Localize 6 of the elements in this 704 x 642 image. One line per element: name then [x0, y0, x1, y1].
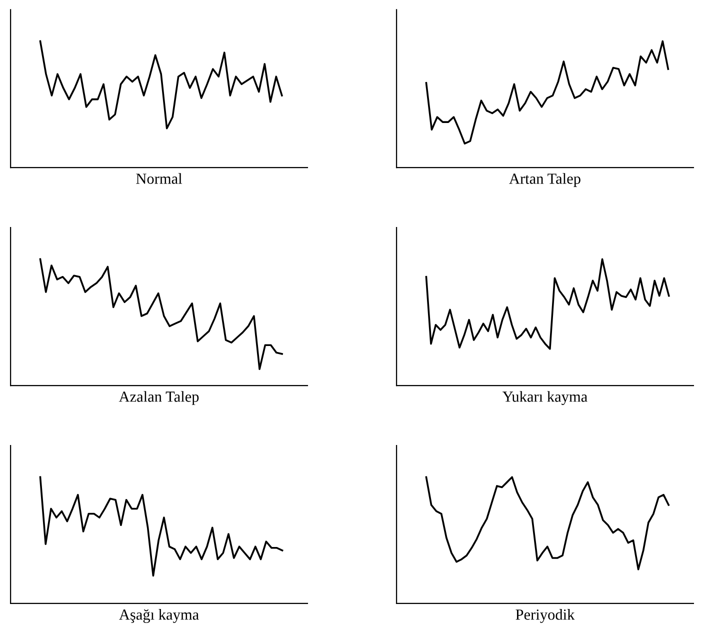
x-axis-title: Periyodik	[516, 609, 575, 623]
x-axis-title: Yukarı kayma	[502, 391, 588, 405]
x-axis-title: Artan Talep	[509, 173, 580, 187]
x-axis-title: Normal	[136, 173, 182, 184]
x-axis-title: Azalan Talep	[118, 391, 199, 405]
x-axis-title: Aşağı kayma	[119, 609, 199, 623]
